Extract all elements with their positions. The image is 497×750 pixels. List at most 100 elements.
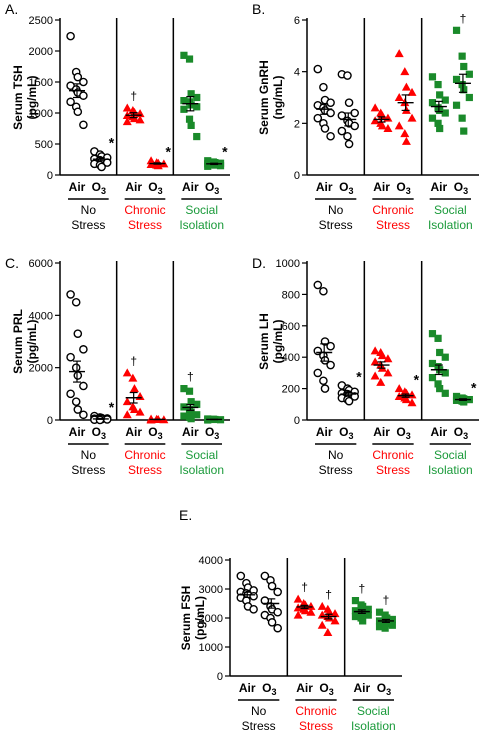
- x-tick-label: O3: [148, 425, 162, 441]
- group-label: Social: [357, 704, 390, 718]
- data-point: [326, 131, 335, 141]
- data-point: [452, 26, 461, 34]
- data-point: [293, 610, 303, 619]
- data-point: [79, 345, 88, 354]
- data-point: [401, 395, 411, 404]
- y-tick-label: 1000: [29, 108, 53, 120]
- data-point: [306, 607, 316, 616]
- data-point: [185, 387, 194, 395]
- data-point: [401, 82, 411, 91]
- x-tick-label: Air: [182, 180, 199, 194]
- group-label: Social: [434, 203, 467, 217]
- y-tick-label: 2: [294, 118, 300, 130]
- x-tick-label: O3: [454, 180, 468, 196]
- data-point: [313, 368, 323, 378]
- data-point: [394, 121, 404, 130]
- data-point: [129, 384, 139, 393]
- x-tick-label: Air: [316, 180, 333, 194]
- y-tick-label: 1000: [276, 258, 300, 270]
- group-label: Stress: [71, 463, 105, 477]
- data-point: [236, 571, 246, 581]
- x-tick-label: Air: [239, 681, 256, 695]
- group-label: Stress: [376, 218, 410, 232]
- data-point: [66, 290, 75, 299]
- x-tick-label: O3: [205, 180, 219, 196]
- data-point: [452, 101, 461, 109]
- data-point: [370, 103, 380, 112]
- x-tick-label: Air: [316, 425, 333, 439]
- data-point: [428, 330, 437, 338]
- data-point: [73, 72, 83, 82]
- y-tick-label: 500: [35, 139, 53, 151]
- data-point: [185, 115, 194, 123]
- group-label: Isolation: [428, 218, 473, 232]
- y-tick-label: 2500: [29, 15, 53, 27]
- data-point: [187, 408, 195, 416]
- data-point: [344, 139, 354, 149]
- data-point: [260, 571, 270, 581]
- significance-mark: *: [414, 372, 420, 388]
- significance-mark: †: [383, 593, 390, 607]
- x-tick-label: O3: [339, 180, 353, 196]
- data-point: [381, 624, 389, 632]
- group-label: Social: [434, 448, 467, 462]
- group-label: No: [81, 448, 97, 462]
- data-point: [300, 606, 310, 615]
- data-point: [351, 607, 360, 615]
- data-point: [71, 297, 81, 307]
- data-point: [66, 352, 75, 362]
- y-tick-label: 1000: [199, 642, 223, 654]
- data-point: [185, 55, 194, 63]
- data-point: [383, 614, 391, 622]
- group-label: Stress: [319, 463, 353, 477]
- data-point: [465, 93, 473, 102]
- x-tick-label: Air: [431, 180, 448, 194]
- y-axis-label: Serum GnRH(ng/mL): [257, 60, 285, 135]
- group-label: Social: [185, 448, 218, 462]
- significance-mark: *: [471, 379, 477, 395]
- x-tick-label: O3: [396, 180, 410, 196]
- data-point: [388, 621, 396, 629]
- x-tick-label: Air: [431, 425, 448, 439]
- data-point: [187, 90, 195, 98]
- data-point: [326, 341, 335, 351]
- y-tick-label: 1500: [29, 77, 53, 89]
- group-label: Isolation: [179, 218, 224, 232]
- data-point: [359, 617, 367, 625]
- data-point: [436, 385, 444, 393]
- significance-mark: †: [130, 354, 137, 368]
- panel-4: E. Serum FSH(pg/mL) 0 1000 2000 3000 4000 Air O3…: [179, 507, 402, 733]
- data-point: [370, 371, 380, 380]
- group-label: No: [251, 704, 267, 718]
- data-point: [388, 615, 396, 624]
- data-point: [73, 329, 83, 338]
- x-tick-label: O3: [92, 180, 106, 196]
- x-tick-label: Air: [296, 681, 313, 695]
- data-point: [135, 115, 145, 124]
- data-point: [351, 597, 360, 605]
- panel-label: C.: [5, 255, 19, 271]
- data-point: [401, 136, 411, 145]
- x-tick-label: O3: [396, 425, 410, 441]
- significance-mark: †: [325, 587, 332, 601]
- data-point: [370, 346, 380, 355]
- y-tick-label: 0: [294, 415, 300, 427]
- data-point: [193, 411, 201, 419]
- data-point: [135, 391, 145, 400]
- data-point: [79, 77, 88, 87]
- data-point: [394, 384, 404, 393]
- data-point: [343, 131, 352, 141]
- y-tick-label: 800: [282, 289, 300, 301]
- data-point: [428, 114, 437, 122]
- y-axis-label: Serum FSH(pg/mL): [179, 586, 207, 651]
- x-tick-label: O3: [454, 425, 468, 441]
- data-point: [344, 98, 354, 107]
- data-point: [66, 389, 75, 399]
- data-point: [364, 611, 372, 619]
- group-label: Chronic: [295, 704, 336, 718]
- data-point: [400, 129, 410, 138]
- data-point: [122, 103, 132, 112]
- group-label: Chronic: [372, 203, 413, 217]
- group-label: Social: [185, 203, 218, 217]
